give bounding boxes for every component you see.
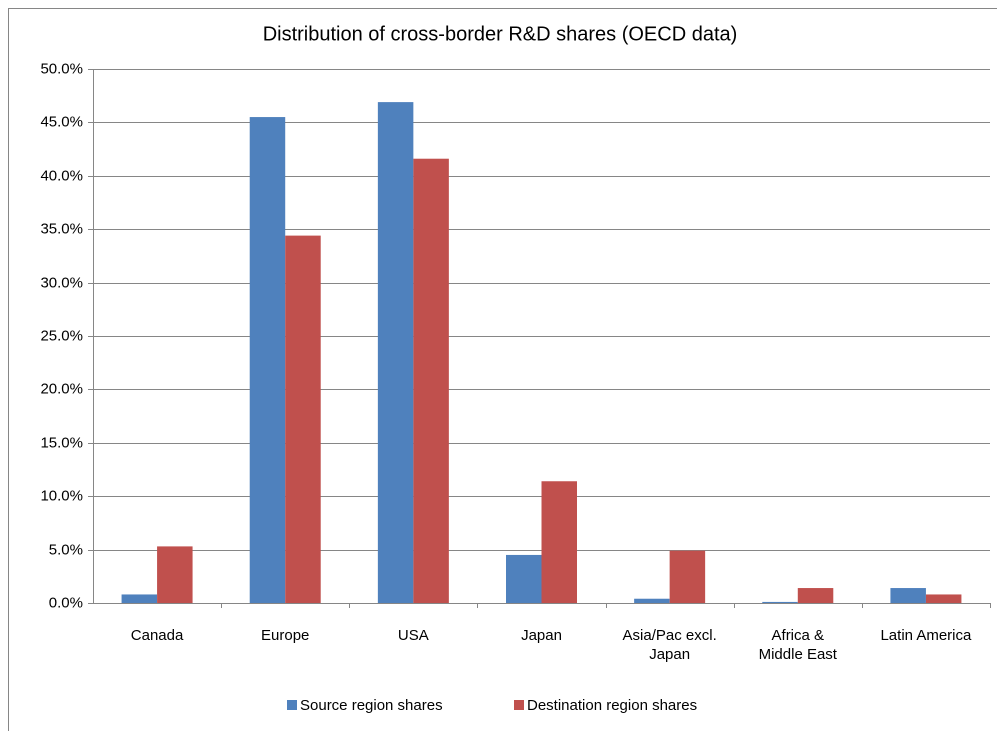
y-tick-label: 40.0% [40,167,83,184]
y-tick-label: 10.0% [40,487,83,504]
bar [925,594,962,603]
y-tick-label: 30.0% [40,274,83,291]
bar [797,588,834,603]
y-tick-label: 25.0% [40,327,83,344]
y-tick-label: 0.0% [49,594,83,611]
y-tick-label: 20.0% [40,380,83,397]
bar [249,117,286,603]
bar [121,594,158,603]
legend-swatch [287,700,297,710]
x-tick-label: Europe [261,627,310,644]
x-tick-label: Latin America [880,627,972,644]
bar [285,235,321,603]
bar [541,481,577,603]
legend-label: Source region shares [300,697,443,714]
y-tick-label: 45.0% [40,113,83,130]
legend-swatch [514,700,524,710]
chart-title: Distribution of cross-border R&D shares … [263,23,738,45]
x-tick-label: Africa & Middle East [758,627,837,663]
bar [413,158,449,603]
bar [377,102,414,603]
legend-label: Destination region shares [527,697,697,714]
bar [634,598,670,603]
x-tick-label: Asia/Pac excl. Japan [622,627,717,663]
y-tick-label: 15.0% [40,434,83,451]
bar [157,546,193,603]
chart-frame [8,8,997,731]
bar [506,554,542,603]
x-tick-label: USA [397,627,429,644]
bar [762,601,798,603]
bar [890,588,926,603]
x-tick-label: Canada [130,627,184,644]
y-tick-label: 50.0% [40,60,83,77]
y-tick-label: 35.0% [40,220,83,237]
x-tick-label: Japan [521,627,562,644]
y-tick-label: 5.0% [49,541,83,558]
bar [669,550,706,603]
